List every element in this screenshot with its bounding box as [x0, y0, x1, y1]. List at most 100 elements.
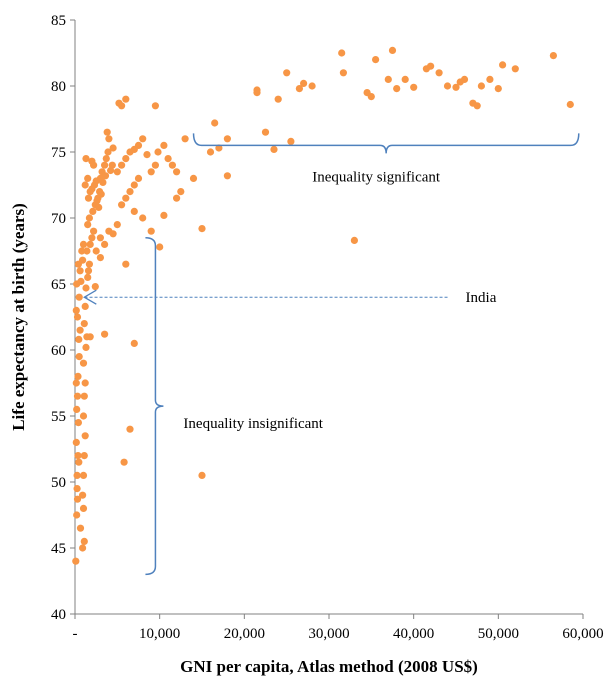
data-point: [168, 161, 176, 169]
data-point: [90, 227, 98, 235]
x-tick-label: 30,000: [308, 626, 349, 642]
data-point: [84, 267, 93, 275]
data-point: [223, 135, 231, 143]
axes: [70, 19, 584, 619]
data-point: [72, 306, 80, 314]
data-point: [120, 458, 128, 466]
data-point: [147, 227, 155, 235]
data-point: [85, 214, 93, 222]
data-point: [443, 82, 452, 90]
data-points: [72, 46, 574, 565]
data-point: [452, 83, 460, 91]
data-point: [143, 151, 151, 159]
data-point: [73, 313, 82, 321]
data-point: [270, 145, 278, 153]
data-point: [151, 161, 159, 169]
data-point: [122, 194, 130, 202]
data-point: [130, 207, 138, 215]
data-point: [511, 65, 519, 73]
data-point: [223, 172, 231, 180]
x-tick-label: 60,000: [562, 626, 603, 642]
data-point: [139, 214, 147, 222]
data-point: [151, 102, 159, 110]
data-point: [101, 240, 109, 248]
data-point: [401, 75, 409, 83]
data-point: [93, 197, 101, 205]
data-point: [89, 207, 97, 215]
y-tick-label: 70: [51, 211, 66, 227]
data-point: [177, 188, 185, 196]
tick-labels: 40 45 50 55 60 65 70 75 80 85 - 10,000 20,000 30,000 4…: [51, 13, 604, 642]
data-point: [72, 379, 80, 387]
data-point: [74, 452, 82, 460]
data-point: [460, 75, 469, 83]
data-point: [75, 458, 83, 466]
y-tick-label: 85: [51, 13, 66, 29]
data-point: [96, 234, 104, 242]
data-point: [101, 330, 109, 338]
data-point: [198, 225, 206, 233]
data-point: [73, 405, 81, 413]
x-tick-label: -: [73, 626, 78, 642]
data-point: [95, 203, 103, 211]
y-tick-label: 45: [51, 541, 66, 557]
data-point: [393, 85, 401, 93]
data-point: [160, 141, 168, 149]
label-india: India: [466, 290, 497, 306]
data-point: [283, 69, 291, 77]
data-point: [118, 161, 126, 169]
data-point: [80, 392, 88, 400]
data-point: [189, 174, 198, 182]
data-point: [338, 49, 346, 57]
data-point: [73, 511, 81, 519]
data-point: [74, 260, 82, 268]
data-point: [130, 339, 138, 347]
data-point: [308, 82, 316, 90]
data-point: [76, 267, 84, 275]
data-point: [73, 471, 81, 479]
data-point: [104, 148, 112, 156]
data-point: [101, 161, 109, 169]
india-arrow-head: [83, 289, 97, 305]
data-point: [274, 95, 282, 103]
data-point: [410, 83, 418, 91]
data-point: [372, 56, 380, 64]
data-point: [139, 135, 147, 143]
x-tick-label: 40,000: [393, 626, 434, 642]
y-tick-label: 50: [51, 475, 66, 491]
data-point: [75, 293, 83, 301]
data-point: [102, 155, 110, 163]
data-point: [486, 75, 494, 83]
data-point: [79, 491, 87, 499]
data-point: [108, 161, 116, 169]
data-point: [84, 273, 92, 281]
data-point: [81, 432, 89, 440]
data-point: [82, 343, 90, 351]
data-point: [80, 537, 88, 546]
data-point: [198, 471, 206, 479]
data-point: [109, 230, 117, 238]
x-tick-label: 20,000: [224, 626, 265, 642]
data-point: [211, 119, 219, 127]
data-point: [88, 234, 96, 242]
data-point: [99, 178, 107, 186]
data-point: [160, 211, 168, 219]
data-point: [105, 135, 113, 143]
data-point: [367, 93, 375, 101]
data-point: [427, 62, 435, 70]
x-axis-title: GNI per capita, Atlas method (2008 US$): [180, 657, 478, 676]
data-point: [86, 240, 94, 248]
data-point: [122, 155, 130, 163]
data-point: [73, 485, 81, 493]
data-point: [76, 326, 84, 334]
data-point: [113, 168, 121, 176]
data-point: [109, 144, 117, 152]
data-point: [84, 194, 93, 202]
data-point: [118, 201, 126, 209]
data-point: [477, 82, 485, 90]
data-point: [79, 359, 88, 367]
data-point: [79, 471, 88, 479]
data-point: [76, 524, 85, 532]
data-point: [126, 188, 134, 196]
